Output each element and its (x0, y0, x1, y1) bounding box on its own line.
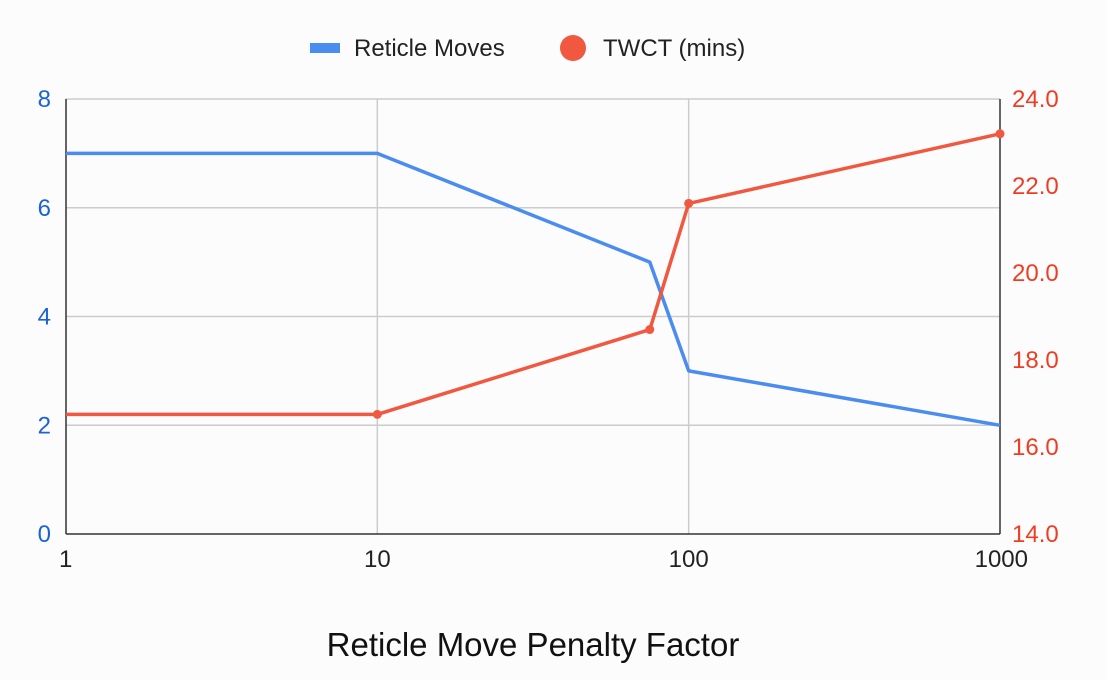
x-tick-label: 10 (364, 546, 391, 573)
right-tick-label: 18.0 (1012, 347, 1059, 374)
x-tick-label: 1 (59, 546, 72, 573)
right-tick-label: 16.0 (1012, 434, 1059, 461)
legend-label-twct: TWCT (mins) (603, 35, 745, 62)
series-line-reticle-moves (66, 151, 1001, 428)
legend-label-reticle-moves: Reticle Moves (354, 35, 505, 62)
left-tick-label: 6 (38, 195, 51, 222)
plot-axes (65, 99, 1001, 535)
series-layer (66, 129, 1005, 428)
right-axis-tick-labels: 14.0 16.0 18.0 20.0 22.0 24.0 (1012, 86, 1059, 548)
x-tick-label: 1000 (975, 546, 1028, 573)
right-tick-label: 24.0 (1012, 86, 1059, 113)
right-tick-label: 14.0 (1012, 521, 1059, 548)
x-axis-tick-labels: 1 10 100 1000 (59, 546, 1028, 573)
series-point (372, 409, 382, 419)
right-tick-label: 20.0 (1012, 260, 1059, 287)
legend-swatch-twct (560, 35, 586, 61)
left-tick-label: 8 (38, 86, 51, 113)
x-tick-label: 100 (669, 546, 709, 573)
series-point (995, 129, 1005, 139)
left-axis-tick-labels: 0 2 4 6 8 (38, 86, 51, 548)
legend: Reticle Moves TWCT (mins) (310, 35, 745, 62)
series-point (684, 198, 694, 208)
left-tick-label: 0 (38, 521, 51, 548)
right-tick-label: 22.0 (1012, 173, 1059, 200)
left-tick-label: 2 (38, 412, 51, 439)
horizontal-gridlines (66, 98, 1000, 426)
left-tick-label: 4 (38, 304, 51, 331)
series-line-twct (66, 132, 1001, 417)
legend-swatch-reticle-moves (310, 43, 340, 53)
x-axis-title: Reticle Move Penalty Factor (327, 626, 740, 663)
series-point (645, 325, 655, 335)
